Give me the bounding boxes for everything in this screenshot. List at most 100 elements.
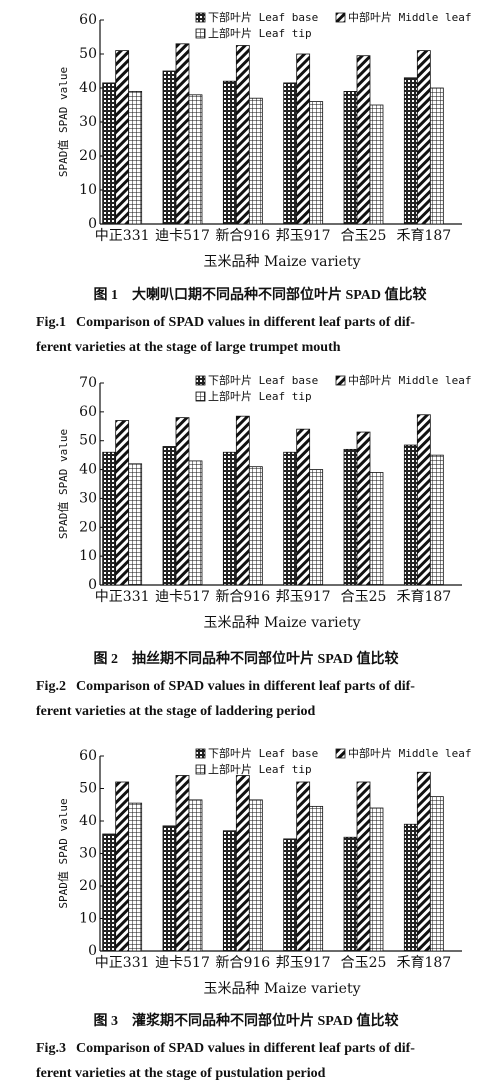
bar [356,781,371,952]
bar [296,428,311,586]
x-tick-label: 迪卡517 [155,228,210,244]
bar [162,446,177,586]
legend-swatch [195,28,206,39]
bar [235,45,250,225]
bar [115,50,130,225]
legend-label: 中部叶片 Middle leaf [348,746,471,760]
bar [296,53,311,225]
bar [283,838,298,952]
caption-en: ferent varieties at the stage of ladderi… [36,704,316,719]
bar [175,43,190,225]
bar [102,451,117,586]
legend-swatch [335,375,346,386]
x-tick-label: 新合916 [215,589,270,605]
y-tick-label: 50 [79,433,97,449]
bar [296,781,311,952]
bar [222,830,237,952]
legend-swatch [195,748,206,759]
caption: 抽丝期不同品种不同部位叶片 SPAD 值比较 [132,650,399,667]
y-tick-label: 30 [79,114,97,130]
caption-en: Comparison of SPAD values in different l… [76,315,415,330]
bar [343,836,358,952]
bar [416,771,431,952]
x-tick-label: 新合916 [215,955,270,971]
bar [343,91,358,225]
caption-en-label: Fig.3 [36,1041,66,1056]
bar [283,451,298,586]
bar [115,781,130,952]
bar [128,91,143,225]
y-tick-label: 50 [79,781,97,797]
x-tick-label: 迪卡517 [155,589,210,605]
bar [403,823,418,952]
y-tick-label: 40 [79,80,97,96]
x-axis-label: 玉米品种 Maize variety [204,254,361,270]
bar [283,82,298,225]
legend-label: 上部叶片 Leaf tip [208,762,312,776]
x-axis-label: 玉米品种 Maize variety [204,615,361,631]
bar [222,451,237,586]
caption: 大喇叭口期不同品种不同部位叶片 SPAD 值比较 [132,286,427,303]
caption-en: ferent varieties at the stage of pustula… [36,1066,326,1081]
bar [222,80,237,225]
legend-label: 下部叶片 Leaf base [208,373,318,387]
x-tick-label: 合玉25 [341,955,387,971]
caption-en-label: Fig.2 [36,679,66,694]
caption-label: 图 2 [94,651,119,667]
legend-swatch [195,12,206,23]
y-tick-label: 40 [79,813,97,829]
x-tick-label: 禾育187 [396,228,451,244]
legend-swatch [335,748,346,759]
bar [429,454,444,586]
caption-en: ferent varieties at the stage of large t… [36,340,341,355]
x-tick-label: 合玉25 [341,228,387,244]
bar [369,472,384,586]
bar [115,420,130,586]
bar [416,50,431,225]
legend-label: 下部叶片 Leaf base [208,746,318,760]
bar [309,101,324,225]
bar [309,805,324,952]
bar [175,417,190,586]
x-tick-label: 迪卡517 [155,955,210,971]
bar [102,833,117,952]
bar [356,55,371,225]
y-axis-label: SPAD值 SPAD value [57,67,70,177]
y-tick-label: 30 [79,490,97,506]
x-tick-label: 邦玉917 [276,589,331,605]
x-tick-label: 邦玉917 [276,955,331,971]
bar [403,77,418,225]
y-tick-label: 70 [79,375,97,391]
x-tick-label: 禾育187 [396,589,451,605]
legend-label: 上部叶片 Leaf tip [208,389,312,403]
caption: 灌浆期不同品种不同部位叶片 SPAD 值比较 [132,1012,399,1029]
x-tick-label: 合玉25 [341,589,387,605]
bar [369,807,384,952]
x-tick-label: 禾育187 [396,955,451,971]
y-tick-label: 20 [79,878,97,894]
legend-label: 上部叶片 Leaf tip [208,26,312,40]
legend-swatch [195,375,206,386]
y-tick-label: 20 [79,148,97,164]
caption-label: 图 3 [94,1013,119,1029]
legend-label: 下部叶片 Leaf base [208,10,318,24]
y-tick-label: 10 [79,548,97,564]
y-tick-label: 10 [79,911,97,927]
bar [102,82,117,225]
y-tick-label: 60 [79,12,97,28]
bar [188,799,203,952]
bar [356,431,371,586]
bar [403,444,418,586]
bar [429,87,444,225]
bar [188,94,203,225]
legend-swatch [335,12,346,23]
legend-label: 中部叶片 Middle leaf [348,10,471,24]
x-tick-label: 中正331 [95,955,150,971]
bar [235,775,250,952]
caption-en-label: Fig.1 [36,315,66,330]
x-tick-label: 中正331 [95,589,150,605]
x-tick-label: 中正331 [95,228,150,244]
legend-swatch [195,764,206,775]
bar [248,97,263,225]
bar [416,414,431,586]
